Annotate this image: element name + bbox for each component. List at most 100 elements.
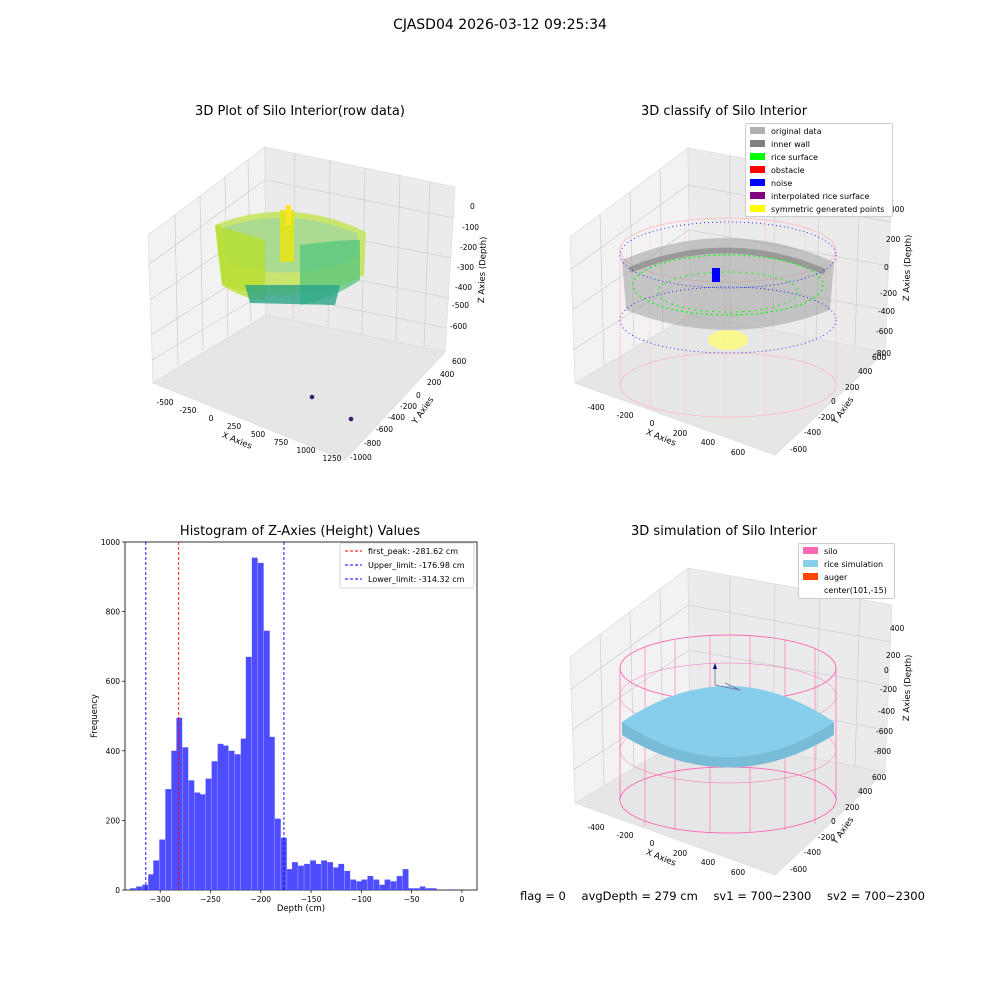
classify-x-ticks: -400 -200 0 200 400 600 [587, 403, 745, 457]
simulation-ytick: 0 [831, 817, 836, 826]
simulation-ztick: -800 [874, 747, 891, 756]
classify-3d-plot: -400 -200 0 200 400 600 X Axies 600 400 … [569, 147, 914, 457]
histogram-bar [344, 870, 351, 890]
raw-xtick: 0 [209, 414, 214, 423]
histogram-xtick-label: 0 [460, 895, 465, 904]
raw-ytick: -200 [400, 402, 417, 411]
histogram-bar [274, 818, 281, 890]
simulation-ztick: 0 [884, 666, 889, 675]
simulation-ytick: -600 [790, 865, 807, 874]
classify-xtick: 0 [650, 419, 655, 428]
simulation-ytick: -400 [804, 848, 821, 857]
histogram-ytick-label: 0 [115, 886, 120, 895]
histogram-bar [327, 862, 334, 890]
legend-entry-obstacle: obstacle [750, 164, 892, 177]
classify-ztick: 200 [886, 235, 901, 244]
avg-depth-value: avgDepth = 279 cm [581, 889, 698, 903]
histogram-bar [310, 860, 316, 890]
classify-xtick: -200 [616, 411, 633, 420]
legend-entry-inner-wall: inner wall [750, 138, 892, 151]
simulation-x-ticks: -400 -200 0 200 400 600 [587, 823, 745, 877]
simulation-y-ticks: 600 400 200 0 -200 -400 -600 [790, 773, 887, 874]
raw-ylabel: Y Axies [410, 395, 437, 427]
simulation-ztick: 200 [886, 651, 901, 660]
simulation-ytick: 400 [858, 787, 873, 796]
histogram-xtick-label: −250 [200, 895, 221, 904]
histogram-bar [350, 879, 357, 890]
histogram-bar [240, 738, 247, 890]
simulation-xtick: 400 [701, 858, 716, 867]
histogram-vlines [145, 542, 285, 890]
classify-ytick: -200 [818, 413, 835, 422]
simulation-ztick: 400 [890, 624, 905, 633]
histogram-bar [188, 780, 195, 890]
histogram-bar [321, 860, 328, 890]
simulation-legend: silo rice simulation auger center(101,-1… [798, 543, 895, 599]
legend-lower-limit: Lower_limit: -314.32 cm [368, 575, 465, 584]
legend-entry-auger: auger [803, 571, 894, 584]
histogram-bar [338, 863, 345, 890]
histogram-plot: −300 −250 −200 −150 −100 −50 0 0 200 400 600 800 10… [90, 538, 478, 914]
histogram-bar [148, 874, 155, 890]
histogram-bar [182, 747, 189, 890]
histogram-ytick-label: 400 [106, 747, 121, 756]
histogram-bar [407, 888, 414, 890]
raw-ytick: -1000 [350, 453, 372, 462]
classify-ytick: 600 [872, 353, 887, 362]
histogram-bar [402, 869, 409, 890]
simulation-ztick: -600 [876, 727, 893, 736]
classify-ytick: 200 [845, 383, 860, 392]
histogram-title: Histogram of Z-Axies (Height) Values [179, 524, 421, 539]
legend-swatch [750, 179, 765, 186]
histogram-bar [304, 863, 310, 890]
simulation-xtick: 200 [673, 849, 688, 858]
histogram-bar [205, 778, 212, 890]
histogram-bar [292, 862, 298, 890]
histogram-xtick-label: −100 [351, 895, 372, 904]
raw-y-ticks: 600 400 200 0 -200 -400 -600 -800 -1000 [350, 357, 467, 462]
raw-xtick: -250 [179, 406, 196, 415]
histogram-bar [448, 889, 455, 890]
sv2-value: sv2 = 700~2300 [827, 889, 925, 903]
legend-entry-noise: noise [750, 177, 892, 190]
histogram-bar [425, 888, 432, 890]
histogram-bar [367, 876, 374, 890]
raw-ytick: 600 [452, 357, 467, 366]
classify-y-ticks: 600 400 200 0 -200 -400 -600 [790, 353, 887, 454]
histogram-xlabel: Depth (cm) [277, 904, 325, 914]
simulation-xtick: -200 [616, 831, 633, 840]
classify-xtick: 200 [673, 429, 688, 438]
histogram-bar [361, 879, 368, 890]
raw-ytick: -800 [364, 439, 381, 448]
histogram-bar [234, 754, 241, 890]
histogram-bar [315, 863, 321, 890]
classify-ztick: -800 [874, 349, 891, 358]
legend-swatch [803, 586, 818, 593]
histogram-bar [419, 886, 426, 890]
histogram-bar [263, 630, 270, 890]
histogram-bar [379, 884, 386, 890]
raw-ytick: -400 [388, 413, 405, 422]
classify-plot-title: 3D classify of Silo Interior [640, 104, 808, 119]
legend-swatch [750, 166, 765, 173]
legend-swatch [750, 153, 765, 160]
raw-x-ticks: -500 -250 0 250 500 750 1000 1250 [156, 398, 341, 463]
histogram-x-ticks: −300 −250 −200 −150 −100 −50 0 [150, 890, 465, 904]
histogram-bar [268, 736, 275, 890]
simulation-rice [622, 686, 834, 768]
status-line: flag = 0 avgDepth = 279 cm sv1 = 700~230… [520, 889, 937, 903]
classify-zlabel: Z Axies (Depth) [902, 234, 914, 301]
raw-ztick: -400 [455, 283, 472, 292]
histogram-bar [251, 557, 258, 890]
raw-xlabel: X Axies [220, 431, 253, 452]
raw-xtick: -500 [156, 398, 173, 407]
classify-ytick: 0 [831, 397, 836, 406]
histogram-bar [199, 794, 206, 890]
raw-xtick: 750 [274, 438, 289, 447]
histogram-ytick-label: 200 [106, 816, 121, 825]
histogram-bar [373, 879, 380, 890]
raw-ztick: 0 [470, 202, 475, 211]
raw-ytick: 0 [416, 391, 421, 400]
histogram-bar [194, 792, 201, 890]
histogram-bar [171, 750, 178, 890]
